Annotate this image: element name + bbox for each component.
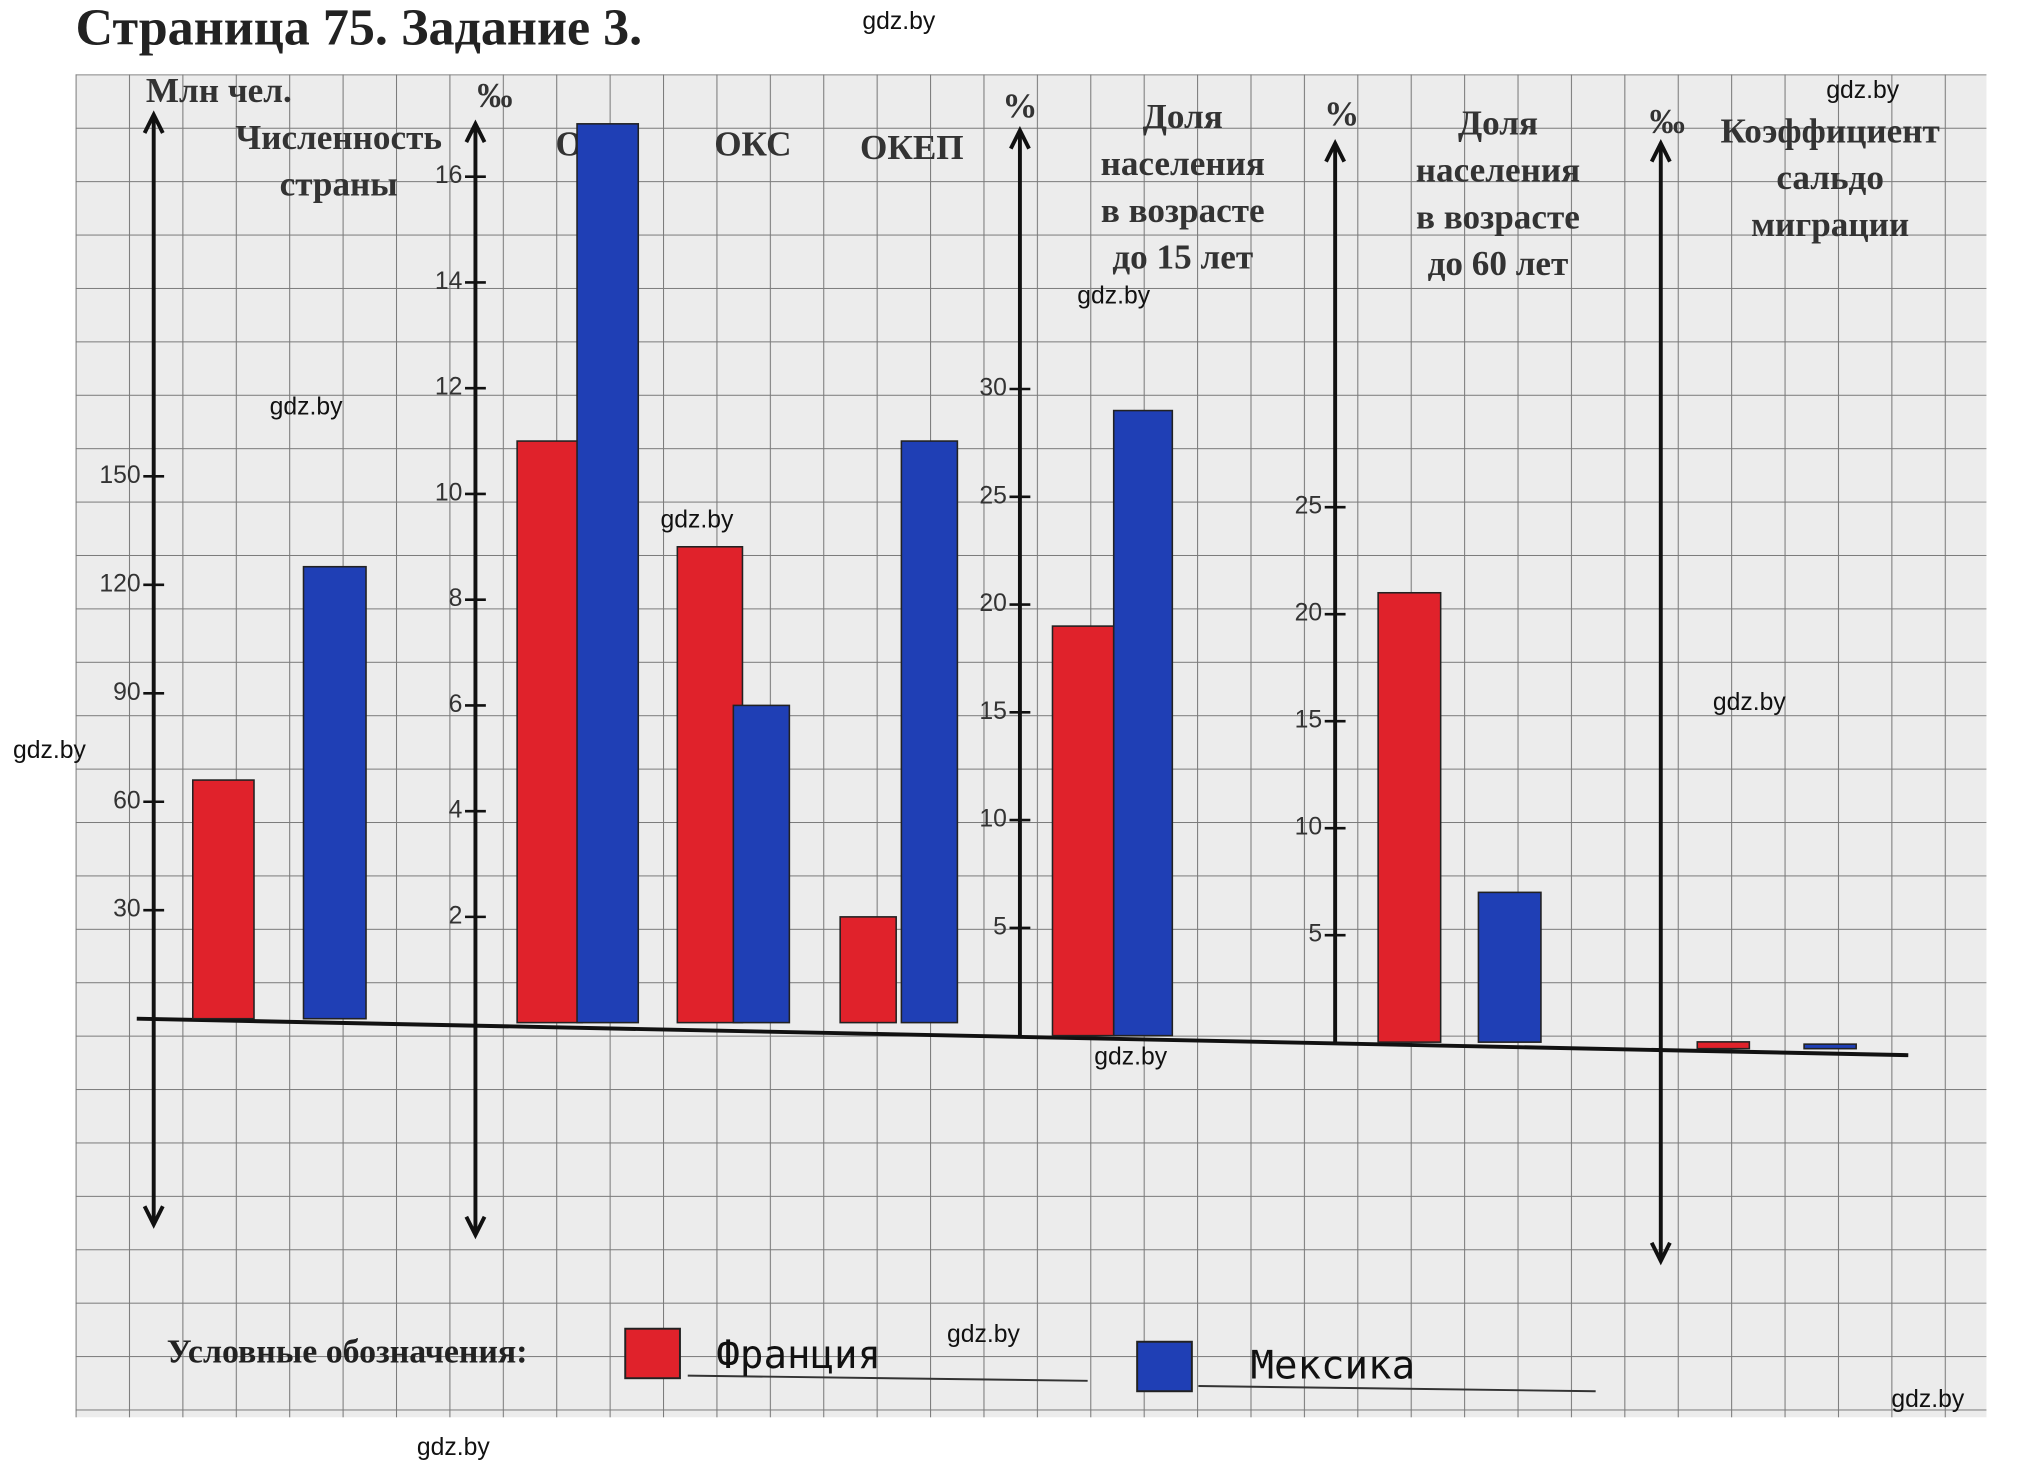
y-tick-label: 15 xyxy=(1295,707,1323,734)
panel-title: до 15 лет xyxy=(1112,238,1253,277)
y-tick-label: 10 xyxy=(979,806,1007,833)
bar xyxy=(1477,891,1542,1043)
axis-arrow xyxy=(464,1215,487,1240)
y-axis-label: % xyxy=(1324,94,1359,133)
y-axis-label: % xyxy=(1002,87,1037,126)
y-tick-label: 25 xyxy=(1295,493,1323,520)
panel-title: Доля xyxy=(1458,104,1538,143)
y-tick-label: 8 xyxy=(449,585,463,612)
bar xyxy=(1696,1041,1751,1050)
bar xyxy=(576,123,640,1024)
y-tick-label: 15 xyxy=(979,698,1007,725)
axis-arrow xyxy=(142,110,165,134)
watermark: gdz.by xyxy=(862,8,936,35)
y-tick-label: 14 xyxy=(435,268,463,295)
category-label: ОКС xyxy=(714,124,791,163)
y-tick-label: 10 xyxy=(1295,814,1323,841)
y-tick-label: 60 xyxy=(113,787,141,814)
panel-title: до 60 лет xyxy=(1428,244,1569,283)
watermark: gdz.by xyxy=(1891,1386,1965,1413)
underline xyxy=(1198,1385,1596,1393)
bar xyxy=(1112,409,1174,1037)
watermark: gdz.by xyxy=(947,1321,1021,1348)
y-tick-label: 4 xyxy=(449,797,463,824)
axis-arrow xyxy=(1324,139,1347,163)
axis-arrow xyxy=(464,119,487,143)
axis-arrow xyxy=(1649,139,1672,163)
panel-title: Доля xyxy=(1143,97,1223,136)
legend-label: Условные обозначения: xyxy=(167,1334,528,1371)
bar xyxy=(1051,625,1115,1037)
watermark: gdz.by xyxy=(660,507,734,534)
panel-title: сальдо xyxy=(1776,158,1884,197)
bar xyxy=(900,440,959,1024)
axis-arrow xyxy=(1649,1241,1672,1266)
y-tick-label: 10 xyxy=(435,479,463,506)
panel-title: Численность xyxy=(235,118,442,157)
baseline xyxy=(136,1016,1909,1058)
y-tick-label: 30 xyxy=(113,896,141,923)
grid xyxy=(75,74,1987,1418)
panel-title: Коэффициент xyxy=(1720,111,1939,150)
watermark: gdz.by xyxy=(13,737,87,764)
watermark: gdz.by xyxy=(1713,689,1787,716)
page-title: Страница 75. Задание 3. xyxy=(76,0,643,57)
bar xyxy=(839,916,897,1024)
y-axis-label: ‰ xyxy=(1650,102,1685,141)
bar xyxy=(302,565,367,1020)
y-tick-label: 12 xyxy=(435,374,463,401)
y-tick-label: 16 xyxy=(435,162,463,189)
legend-swatch xyxy=(624,1327,681,1380)
bar xyxy=(192,779,255,1020)
y-tick-label: 150 xyxy=(99,462,140,489)
y-tick-label: 5 xyxy=(993,913,1007,940)
bar xyxy=(732,704,791,1024)
y-tick-label: 5 xyxy=(1308,921,1322,948)
watermark: gdz.by xyxy=(1826,77,1900,104)
y-axis-label: Млн чел. xyxy=(146,71,292,110)
y-tick-label: 30 xyxy=(979,375,1007,402)
watermark: gdz.by xyxy=(417,1434,491,1461)
y-tick-label: 2 xyxy=(449,902,463,929)
axis-arrow xyxy=(1009,125,1031,150)
watermark: gdz.by xyxy=(1077,283,1151,310)
legend-entry: Франция xyxy=(716,1333,881,1378)
bar xyxy=(676,546,744,1024)
underline xyxy=(687,1374,1088,1382)
bar xyxy=(1377,591,1442,1043)
panel-title: в возрасте xyxy=(1416,197,1580,236)
panel-title: страны xyxy=(280,165,398,204)
panel-title: населения xyxy=(1416,150,1580,189)
panel-title: населения xyxy=(1101,144,1265,183)
legend-entry: Мексика xyxy=(1250,1343,1415,1388)
axis-arrow xyxy=(142,1205,165,1229)
y-tick-label: 120 xyxy=(99,570,140,597)
watermark: gdz.by xyxy=(270,393,344,420)
panel-title: миграции xyxy=(1751,205,1909,244)
legend-swatch xyxy=(1136,1340,1193,1393)
y-tick-label: 25 xyxy=(979,482,1007,509)
y-tick-label: 20 xyxy=(1295,600,1323,627)
watermark: gdz.by xyxy=(1094,1043,1168,1070)
y-tick-label: 20 xyxy=(979,590,1007,617)
bar xyxy=(516,440,584,1024)
y-tick-label: 6 xyxy=(449,691,463,718)
y-tick-label: 90 xyxy=(113,679,141,706)
category-label: ОКЕП xyxy=(860,128,964,167)
bar xyxy=(1803,1043,1857,1050)
panel-title: в возрасте xyxy=(1101,191,1265,230)
y-axis-label: ‰ xyxy=(477,76,512,115)
